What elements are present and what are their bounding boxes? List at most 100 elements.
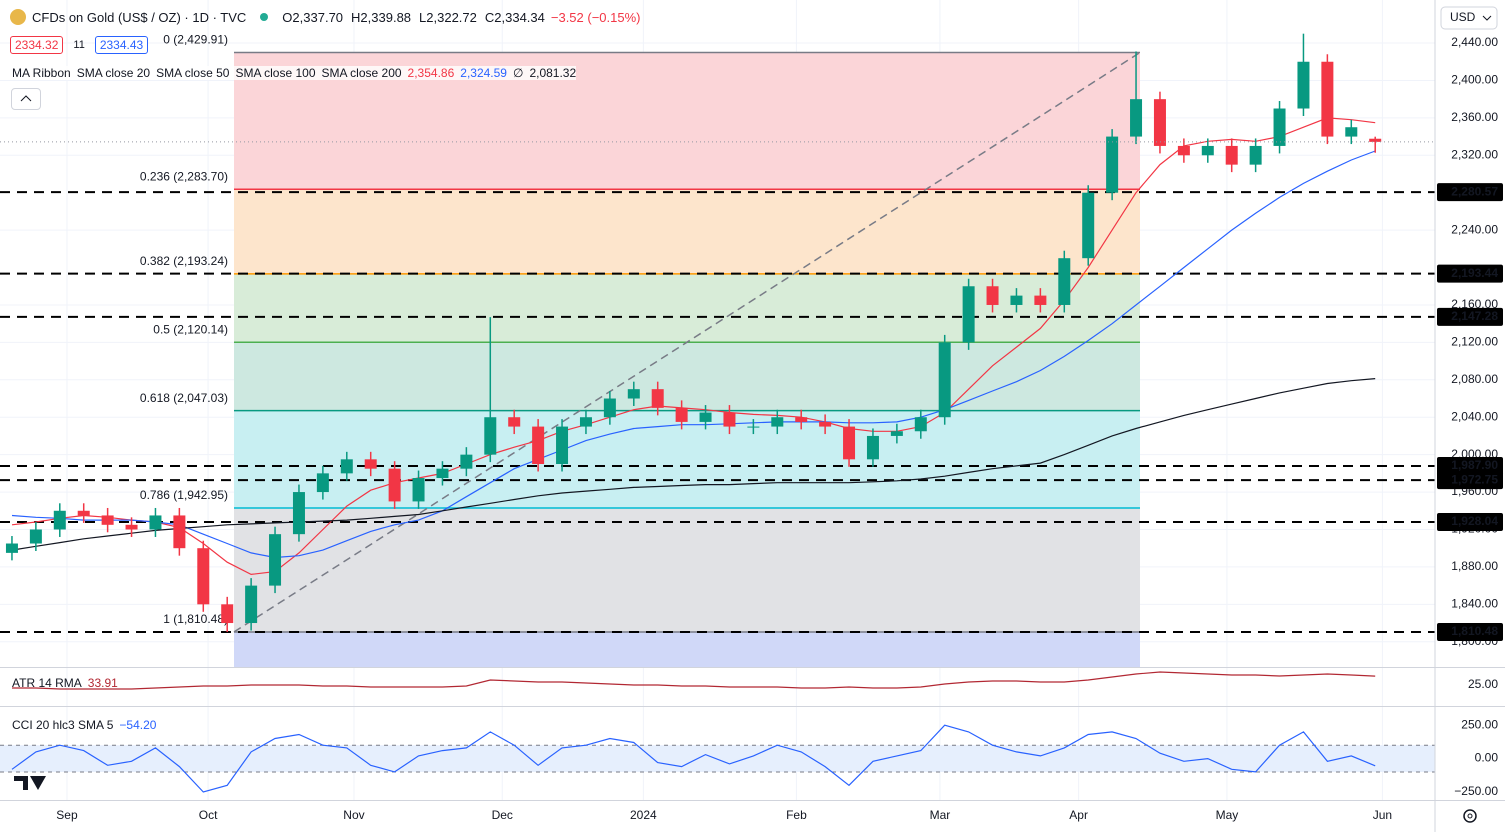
y-tick-label: 2,080.00: [1451, 372, 1498, 386]
plot-layer: 0 (2,429.91) 0.236 (2,283.70) 0.382 (2,193…: [0, 33, 1435, 793]
x-tick-label: Dec: [492, 808, 513, 822]
symbol[interactable]: CFDs on Gold (US$ / OZ) · 1D · TVC: [32, 9, 247, 25]
status-dot: [260, 13, 269, 21]
candle-body: [292, 492, 305, 535]
legend-value: 2,354.86: [407, 66, 455, 80]
candle-body: [460, 454, 473, 469]
change: −3.52 (−0.15%): [550, 9, 641, 25]
legend-entry: SMA close 100: [235, 66, 316, 80]
candle-body: [819, 421, 832, 427]
candle-body: [1010, 295, 1023, 305]
candle-body: [1249, 145, 1262, 165]
x-tick-label: 2024: [630, 808, 657, 822]
legend-entry: SMA close 20: [76, 66, 151, 80]
level-tag-label: 1,987.90: [1451, 458, 1498, 472]
candle-body: [1130, 99, 1143, 137]
fib-band: [234, 410, 1140, 509]
fib-label: 0.618 (2,047.03): [140, 391, 228, 405]
candle-body: [1177, 145, 1190, 156]
atr-value: 33.91: [87, 676, 118, 690]
ohlc: O2,337.70 H2,339.88 L2,322.72 C2,334.34: [282, 10, 545, 25]
ma-line: [11, 117, 1376, 576]
legend-entry: SMA close 50: [156, 66, 230, 80]
candle-body: [938, 342, 951, 418]
y-tick-label: 0.00: [1475, 751, 1499, 765]
y-tick-label: 25.00: [1468, 677, 1498, 691]
ohlc-key: H: [351, 9, 361, 25]
ohlc-item: H2,339.88: [351, 10, 411, 25]
candle-body: [890, 431, 903, 436]
candle-body: [914, 417, 927, 432]
candle-body: [532, 426, 545, 464]
fib-band: [234, 273, 1140, 343]
x-tick-label: Nov: [343, 808, 364, 822]
atr-title: ATR 14 RMA: [12, 676, 82, 690]
level-tag: [1437, 183, 1503, 202]
currency-button[interactable]: [1440, 6, 1498, 30]
candle-body: [1034, 295, 1047, 305]
fib-label: 0.236 (2,283.70): [140, 169, 228, 183]
candle-body: [843, 426, 856, 460]
ask[interactable]: 2334.43: [94, 36, 149, 54]
settings-icon[interactable]: [1463, 809, 1477, 823]
candle-body: [436, 468, 449, 479]
candle-body: [173, 515, 186, 549]
candle-body: [627, 389, 640, 399]
ohlc-item: L2,322.72: [419, 10, 477, 25]
x-tick-label: May: [1216, 808, 1239, 822]
level-tag-label: 1,972.75: [1451, 472, 1498, 486]
candle-body: [962, 286, 975, 343]
candle-body: [1201, 145, 1214, 156]
legend-title: MA Ribbon: [12, 66, 71, 80]
level-tag-label: 2,193.44: [1451, 266, 1498, 280]
spread: 11: [73, 39, 85, 51]
candle-body: [699, 412, 712, 422]
candle-body: [1082, 192, 1095, 259]
candle-body: [556, 426, 569, 464]
candle-body: [269, 534, 282, 586]
candle-body: [675, 407, 688, 422]
candle-body: [1058, 258, 1071, 305]
candle-body: [245, 585, 258, 624]
x-tick-label: Sep: [56, 808, 78, 822]
candle-body: [364, 459, 377, 469]
candle-body: [771, 417, 784, 427]
candle-body: [101, 515, 114, 525]
level-tag-label: 1,928.04: [1451, 514, 1498, 528]
candle-body: [5, 543, 18, 553]
fib-label: 0.786 (1,942.95): [140, 488, 228, 502]
candle-body: [53, 510, 66, 530]
candle-body: [651, 389, 664, 408]
collapse-button[interactable]: [11, 88, 41, 110]
y-tick-label: 2,320.00: [1451, 147, 1498, 161]
level-tag: [1437, 512, 1503, 531]
y-tick-label: 2,120.00: [1451, 335, 1498, 349]
level-tag: [1437, 307, 1503, 326]
ohlc-key: C: [484, 9, 495, 25]
candle-body: [197, 548, 210, 605]
candle-body: [412, 478, 425, 502]
candle-body: [603, 398, 616, 418]
level-tag: [1437, 264, 1503, 283]
candle-body: [866, 435, 879, 460]
symbol-icon: [10, 9, 26, 25]
x-tick-label: Feb: [786, 808, 807, 822]
candle-body: [388, 468, 401, 502]
ohlc-key: O: [282, 9, 293, 25]
axis-layer: Sep Oct Nov Dec 2024 Feb Mar Apr May Jun 2,440.00 2…: [56, 35, 1503, 822]
bid[interactable]: 2334.32: [10, 36, 64, 54]
candle-body: [1297, 61, 1310, 109]
y-tick-label: 2,240.00: [1451, 222, 1498, 236]
level-tag: [1437, 456, 1503, 475]
fib-label: 0.5 (2,120.14): [153, 322, 228, 336]
tv-logo: [14, 776, 46, 790]
y-tick-label: 2,400.00: [1451, 73, 1498, 87]
ohlc-value: 2,322.72: [426, 9, 477, 25]
ohlc-value: 2,337.70: [292, 9, 344, 25]
ohlc-value: 2,339.88: [360, 9, 412, 25]
fib-trend-line: [233, 51, 1141, 633]
y-tick-label: 2,360.00: [1451, 110, 1498, 124]
